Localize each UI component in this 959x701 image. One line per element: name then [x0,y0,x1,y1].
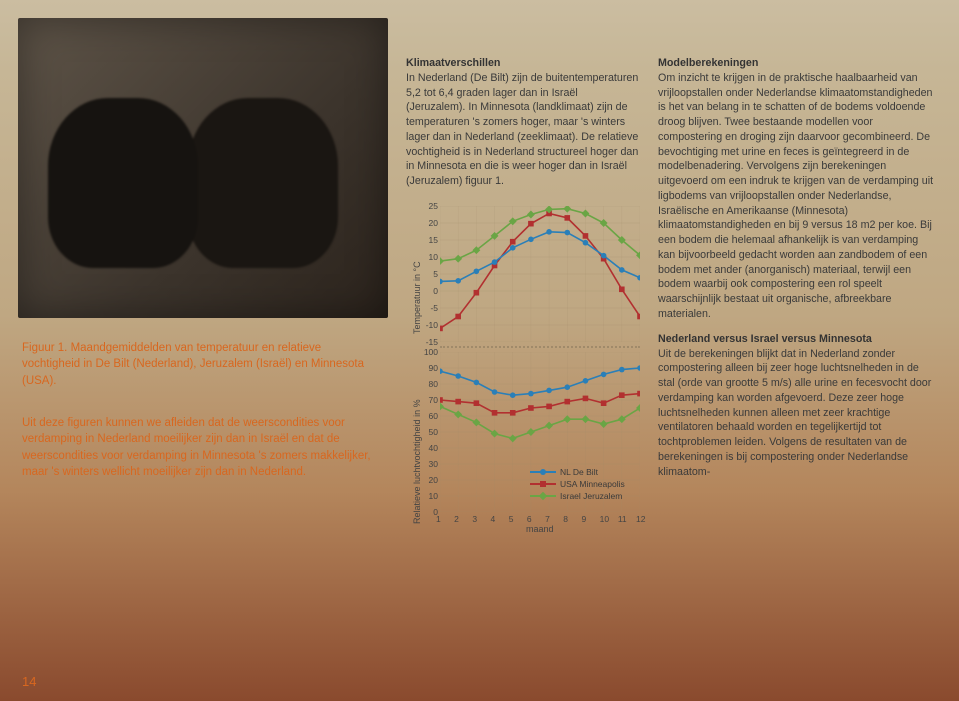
y1-tick: -5 [422,303,438,313]
x-tick: 12 [636,514,645,524]
legend-nl: NL De Bilt [530,466,637,478]
y2-tick: 90 [422,363,438,373]
chart-legend: NL De Bilt USA Minneapolis Israel Jeruza… [530,466,637,533]
y1-tick: 0 [422,286,438,296]
col3-heading-1: Modelberekeningen [658,56,938,71]
y2-tick: 70 [422,395,438,405]
x-tick: 5 [509,514,514,524]
col3-heading-2: Nederland versus Israel versus Minnesota [658,332,938,347]
y1-tick: 10 [422,252,438,262]
chart-top-plot [440,206,640,342]
figure-note: Uit deze figuren kunnen we afleiden dat … [22,415,382,480]
y2-tick: 80 [422,379,438,389]
y2-tick: 50 [422,427,438,437]
chart-y2-label: Relatieve luchtvochtigheid in % [412,399,422,524]
chart-y1-label: Temperatuur in °C [412,261,422,334]
legend-isr: Israel Jeruzalem [530,490,637,502]
col2-heading: Klimaatverschillen [406,56,640,71]
y1-tick: -15 [422,337,438,347]
figure-caption: Figuur 1. Maandgemiddelden van temperatu… [22,340,382,389]
y2-tick: 30 [422,459,438,469]
legend-usa-label: USA Minneapolis [560,479,625,489]
x-tick: 2 [454,514,459,524]
chart-divider [440,346,640,348]
x-tick: 1 [436,514,441,524]
legend-isr-label: Israel Jeruzalem [560,491,622,501]
y1-tick: 25 [422,201,438,211]
x-tick: 4 [491,514,496,524]
y2-tick: 100 [422,347,438,357]
x-tick: 3 [472,514,477,524]
y1-tick: 20 [422,218,438,228]
y1-tick: -10 [422,320,438,330]
col3-body-2: Uit de berekeningen blijkt dat in Nederl… [658,347,938,480]
y2-tick: 20 [422,475,438,485]
hero-image [18,18,388,318]
page-number: 14 [22,674,36,689]
y2-tick: 40 [422,443,438,453]
col2-body: In Nederland (De Bilt) zijn de buitentem… [406,71,640,189]
page: Figuur 1. Maandgemiddelden van temperatu… [0,0,959,701]
legend-usa: USA Minneapolis [530,478,637,490]
y2-tick: 60 [422,411,438,421]
y1-tick: 5 [422,269,438,279]
col-2: Klimaatverschillen In Nederland (De Bilt… [406,56,640,189]
legend-nl-label: NL De Bilt [560,467,598,477]
y2-tick: 10 [422,491,438,501]
y1-tick: 15 [422,235,438,245]
figure-1-chart: Temperatuur in °C Relatieve luchtvochtig… [406,206,640,536]
col3-body-1: Om inzicht te krijgen in de praktische h… [658,71,938,322]
col-1: Figuur 1. Maandgemiddelden van temperatu… [22,340,382,480]
col-3: Modelberekeningen Om inzicht te krijgen … [658,56,938,479]
